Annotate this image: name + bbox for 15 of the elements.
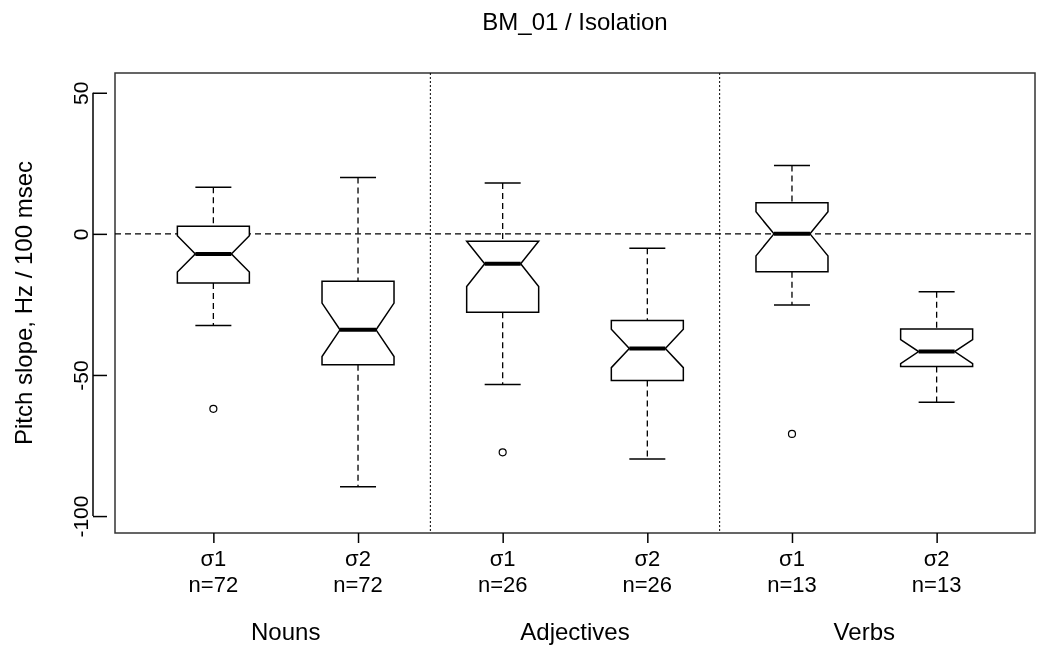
chart-title: BM_01 / Isolation [482, 8, 668, 35]
text: Verbs [833, 618, 895, 645]
y-axis-title: Pitch slope, Hz / 100 msec [10, 160, 37, 446]
x-tick-label: σ1 n=26 [477, 546, 528, 597]
y-tick-label: 0 [69, 228, 93, 241]
x-tick-label: σ1 n=13 [767, 546, 817, 597]
x-tick-label: σ1 n=72 [188, 546, 239, 597]
text: Adjectives [520, 618, 630, 645]
y-tick-label: 50 [69, 81, 93, 105]
text: Nouns [251, 618, 321, 645]
y-tick-label: -100 [69, 495, 93, 538]
y-tick-label: -50 [69, 360, 93, 391]
x-tick-label: σ2 n=13 [911, 546, 962, 597]
x-tick-label: σ2 n=26 [622, 546, 673, 597]
x-tick-label: σ2 n=72 [333, 546, 383, 597]
